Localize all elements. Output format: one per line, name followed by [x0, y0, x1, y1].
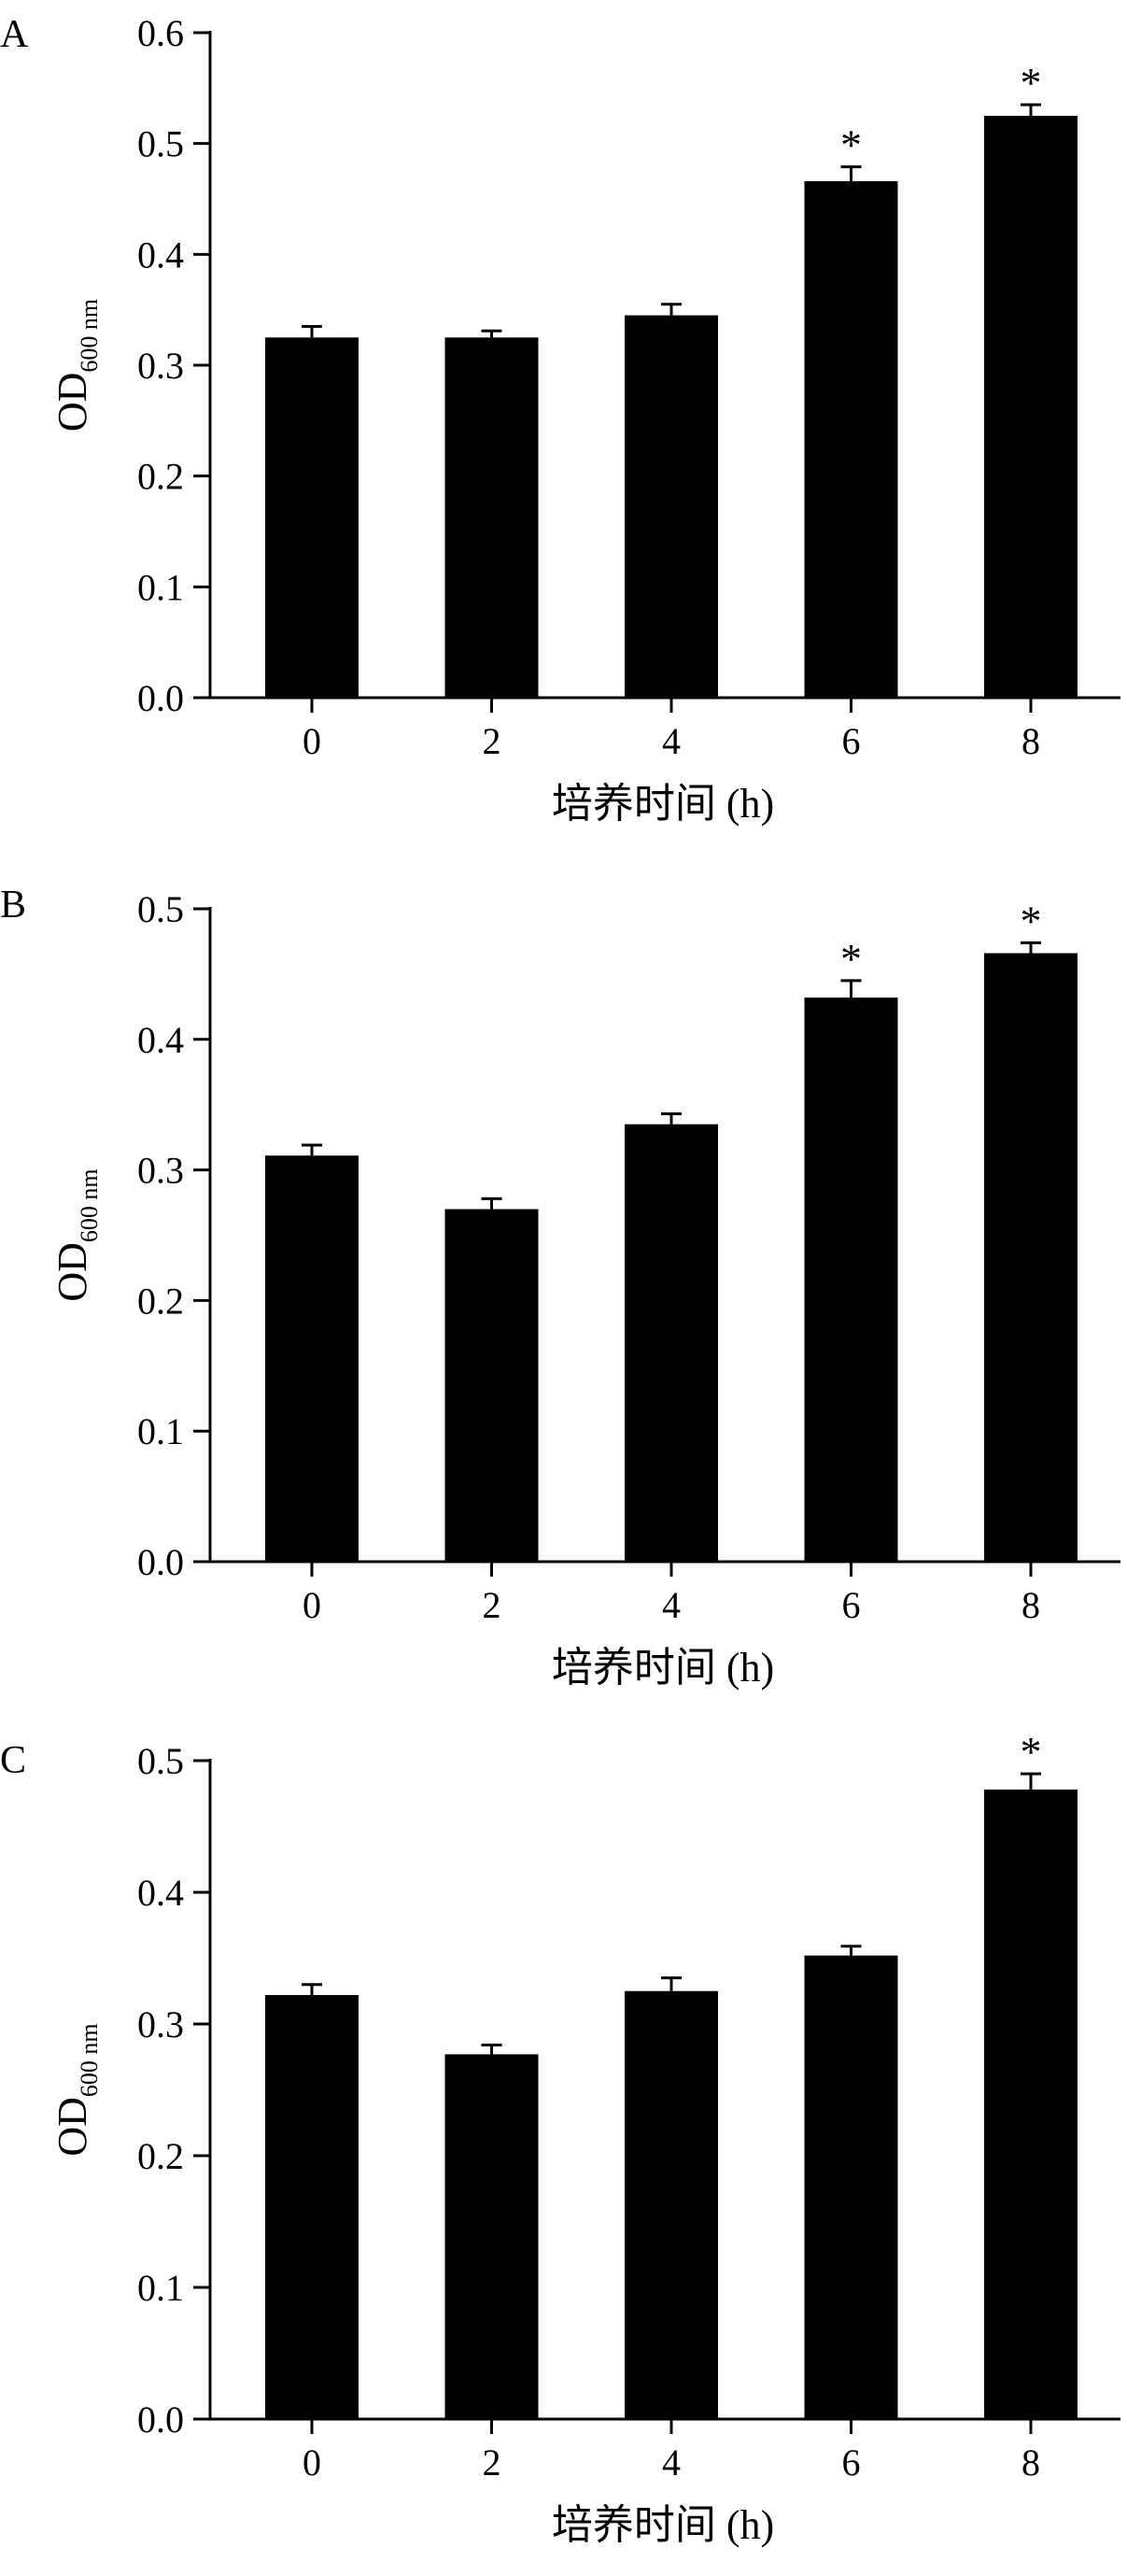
- x-tick-label: 6: [842, 1584, 861, 1626]
- y-axis-label: OD600 nm: [49, 2023, 103, 2156]
- y-tick-label: 0.2: [137, 456, 184, 498]
- bar: [265, 1155, 359, 1562]
- bar: [265, 1994, 359, 2419]
- bar: [625, 1990, 718, 2419]
- x-tick-label: 2: [483, 1584, 501, 1626]
- panel-C: C 0.0 0.1 0.2 0.3 0.4 0.5 OD600 nm 0 2 4 6 8 * 培养时间 (h…: [0, 1728, 1120, 2548]
- bar: [444, 1209, 539, 1562]
- y-tick-label: 0.1: [137, 1410, 184, 1452]
- x-axis-label: 培养时间 (h): [552, 2502, 774, 2548]
- significance-marker: *: [1021, 1728, 1042, 1776]
- x-tick-label: 4: [662, 720, 681, 762]
- y-tick-label: 0.5: [137, 123, 184, 165]
- panel-label: C: [0, 1739, 26, 1782]
- bar: [444, 337, 539, 698]
- y-tick-label: 0.2: [137, 1280, 184, 1322]
- y-tick-label: 0.1: [137, 566, 184, 608]
- panel-label: A: [0, 13, 29, 56]
- x-tick-label: 6: [842, 720, 861, 762]
- bar: [804, 998, 898, 1562]
- y-tick-label: 0.3: [137, 1150, 184, 1192]
- y-tick-label: 0.2: [137, 2135, 184, 2177]
- y-tick-label: 0.4: [137, 234, 184, 276]
- x-tick-label: 6: [842, 2442, 861, 2484]
- significance-marker: *: [1021, 59, 1042, 106]
- bar: [265, 337, 359, 698]
- y-tick-label: 0.3: [137, 345, 184, 387]
- y-tick-label: 0.3: [137, 2003, 184, 2045]
- bar: [804, 181, 898, 699]
- x-tick-label: 4: [662, 1584, 681, 1626]
- x-tick-label: 8: [1021, 1584, 1040, 1626]
- bar: [984, 953, 1078, 1562]
- significance-marker: *: [840, 121, 862, 169]
- bar: [444, 2054, 539, 2419]
- y-axis-label: OD600 nm: [49, 299, 103, 432]
- x-axis-label: 培养时间 (h): [552, 781, 774, 827]
- y-tick-label: 0.4: [137, 1019, 184, 1061]
- panel-B: B 0.0 0.1 0.2 0.3 0.4 0.5 OD600 nm 0 2 4 6 * 8 * 培养时间 (…: [0, 884, 1120, 1691]
- significance-marker: *: [840, 935, 862, 983]
- y-tick-label: 0.6: [137, 12, 184, 54]
- y-tick-label: 0.4: [137, 1872, 184, 1914]
- panel-A: A 0.0 0.1 0.2 0.3 0.4 0.5 0.6 OD600 nm 0 2 4 6 * 8 * 培养时…: [0, 12, 1120, 827]
- x-tick-label: 0: [303, 720, 321, 762]
- x-tick-label: 8: [1021, 720, 1040, 762]
- x-tick-label: 0: [303, 1584, 321, 1626]
- y-axis-label: OD600 nm: [49, 1168, 103, 1301]
- bar: [984, 1790, 1078, 2419]
- x-tick-label: 2: [483, 720, 501, 762]
- bar: [625, 315, 718, 698]
- bar: [625, 1124, 718, 1562]
- x-tick-label: 8: [1021, 2442, 1040, 2484]
- x-tick-label: 2: [483, 2442, 501, 2484]
- y-tick-label: 0.1: [137, 2267, 184, 2309]
- x-axis-label: 培养时间 (h): [552, 1645, 774, 1691]
- significance-marker: *: [1021, 897, 1042, 944]
- y-tick-label: 0.0: [137, 677, 184, 719]
- bar: [804, 1955, 898, 2419]
- y-tick-label: 0.0: [137, 1541, 184, 1583]
- panel-label: B: [0, 884, 26, 927]
- y-tick-label: 0.5: [137, 888, 184, 930]
- x-tick-label: 4: [662, 2442, 681, 2484]
- y-tick-label: 0.0: [137, 2399, 184, 2441]
- y-tick-label: 0.5: [137, 1740, 184, 1782]
- bar: [984, 116, 1078, 698]
- x-tick-label: 0: [303, 2442, 321, 2484]
